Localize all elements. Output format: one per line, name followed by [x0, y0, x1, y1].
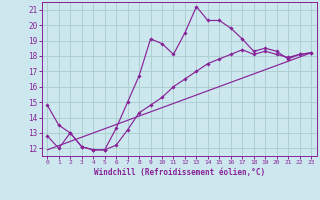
- X-axis label: Windchill (Refroidissement éolien,°C): Windchill (Refroidissement éolien,°C): [94, 168, 265, 177]
